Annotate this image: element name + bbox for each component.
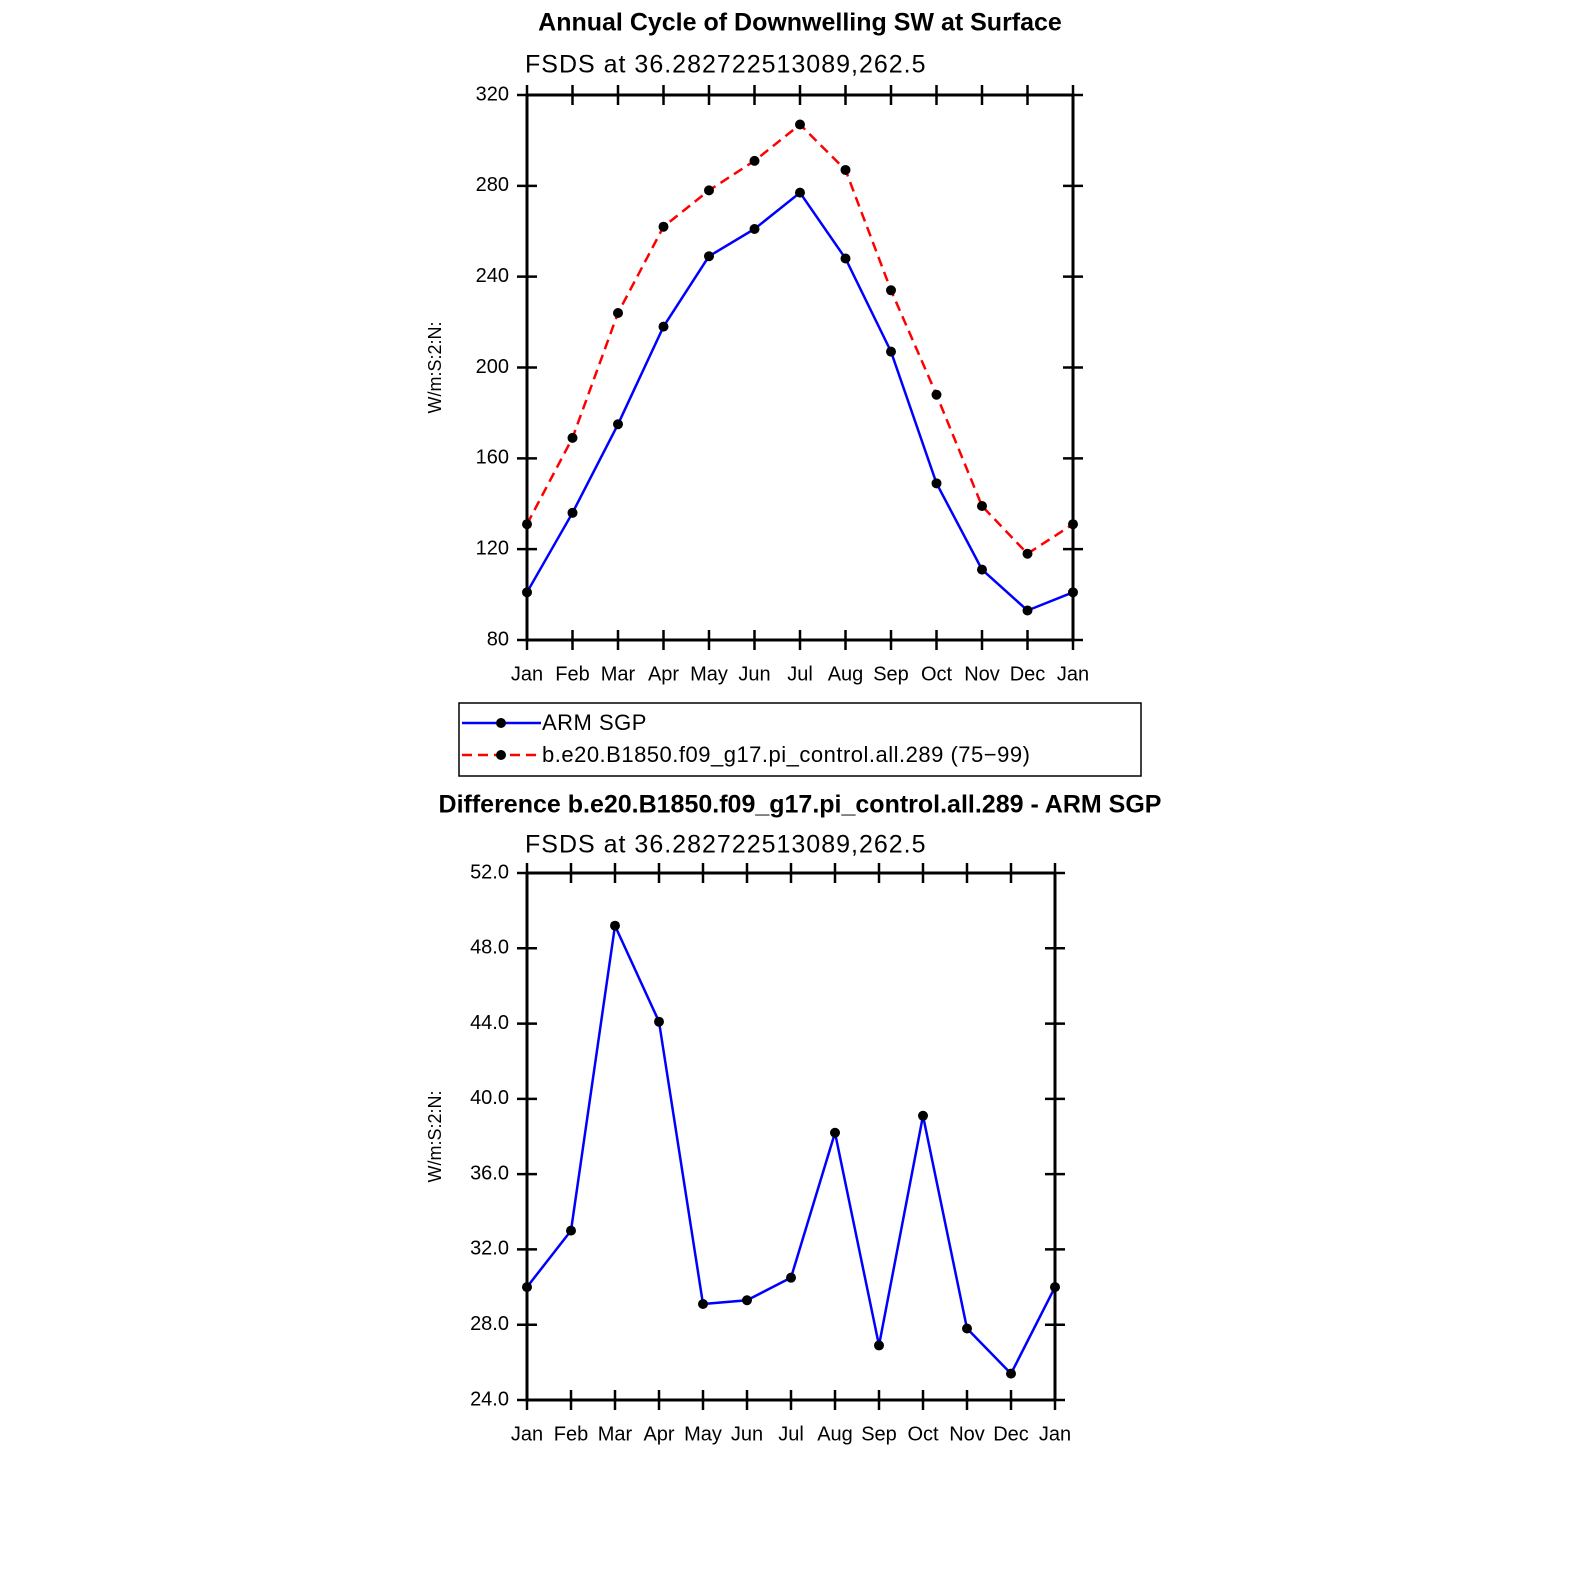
x-tick-label: May — [690, 663, 728, 685]
data-point — [874, 1340, 884, 1351]
y-axis-label: W/m:S:2:N: — [425, 321, 445, 413]
data-point — [1068, 519, 1078, 530]
chart-title: Annual Cycle of Downwelling SW at Surfac… — [538, 9, 1062, 37]
x-tick-label: Sep — [861, 1423, 897, 1445]
legend-label: ARM SGP — [542, 710, 647, 735]
x-tick-label: Oct — [921, 663, 953, 685]
data-point — [886, 285, 896, 296]
data-point — [522, 519, 532, 530]
x-tick-label: Jan — [511, 663, 543, 685]
data-point — [840, 253, 851, 264]
y-tick-label: 280 — [476, 174, 509, 196]
data-point — [1006, 1368, 1016, 1379]
y-tick-label: 28.0 — [470, 1313, 509, 1335]
x-tick-label: Feb — [554, 1423, 588, 1445]
y-tick-label: 320 — [476, 83, 509, 105]
data-point — [931, 389, 942, 400]
data-point — [795, 119, 805, 130]
data-point — [962, 1323, 972, 1334]
x-tick-label: Feb — [555, 663, 589, 685]
y-tick-label: 36.0 — [470, 1162, 509, 1184]
data-point — [613, 419, 623, 430]
x-tick-label: Mar — [598, 1423, 633, 1445]
x-tick-label: Jul — [778, 1423, 804, 1445]
data-point — [1022, 605, 1033, 616]
x-tick-label: Apr — [648, 663, 679, 685]
y-tick-label: 52.0 — [470, 861, 509, 883]
x-tick-label: May — [684, 1423, 722, 1445]
data-point — [658, 321, 669, 332]
data-point — [749, 223, 760, 234]
data-point — [1022, 548, 1033, 559]
x-tick-label: Jan — [1039, 1423, 1071, 1445]
chart-title: Difference b.e20.B1850.f09_g17.pi_contro… — [439, 791, 1162, 819]
y-tick-label: 32.0 — [470, 1238, 509, 1260]
data-point — [522, 1282, 532, 1293]
data-point — [977, 501, 987, 512]
x-tick-label: Jun — [731, 1423, 763, 1445]
data-point — [704, 251, 714, 262]
y-tick-label: 240 — [476, 265, 509, 287]
x-tick-label: Nov — [949, 1423, 985, 1445]
x-tick-label: Apr — [643, 1423, 674, 1445]
data-point — [840, 164, 851, 175]
legend-label: b.e20.B1850.f09_g17.pi_control.all.289 (… — [542, 742, 1030, 767]
data-point — [795, 187, 805, 198]
data-point — [977, 564, 987, 575]
x-tick-label: Jun — [738, 663, 770, 685]
data-point — [704, 185, 714, 196]
plot-frame — [525, 93, 1075, 642]
y-tick-label: 48.0 — [470, 937, 509, 959]
series-line — [526, 921, 1057, 1376]
data-point — [567, 432, 578, 443]
data-point — [658, 221, 669, 232]
x-tick-label: Jul — [787, 663, 813, 685]
data-point — [1068, 587, 1078, 598]
y-tick-label: 40.0 — [470, 1087, 509, 1109]
plot-frame — [525, 871, 1057, 1402]
chart-subtitle: FSDS at 36.282722513089,262.5 — [525, 831, 927, 859]
y-axis-label: W/m:S:2:N: — [425, 1090, 445, 1182]
data-point — [786, 1272, 796, 1283]
y-tick-label: 200 — [476, 356, 509, 378]
y-tick-label: 120 — [476, 537, 509, 559]
y-tick-label: 160 — [476, 447, 509, 469]
data-point — [931, 478, 942, 489]
legend-marker — [496, 718, 506, 728]
y-tick-label: 24.0 — [470, 1388, 509, 1410]
data-point — [610, 920, 620, 931]
x-tick-label: Jan — [1057, 663, 1089, 685]
data-point — [830, 1127, 840, 1138]
data-point — [918, 1110, 928, 1121]
data-point — [613, 308, 623, 318]
x-tick-label: Dec — [993, 1423, 1029, 1445]
x-tick-label: Jan — [511, 1423, 543, 1445]
data-point — [654, 1016, 664, 1027]
data-point — [749, 155, 760, 166]
x-tick-label: Aug — [817, 1423, 853, 1445]
data-point — [522, 587, 532, 598]
y-tick-label: 44.0 — [470, 1012, 509, 1034]
x-tick-label: Aug — [828, 663, 864, 685]
x-tick-label: Mar — [601, 663, 636, 685]
legend-box — [458, 702, 1142, 777]
series-line — [525, 190, 1074, 612]
data-point — [567, 507, 578, 518]
data-point — [1050, 1282, 1060, 1293]
x-tick-label: Oct — [907, 1423, 939, 1445]
x-tick-label: Dec — [1010, 663, 1046, 685]
data-point — [886, 346, 896, 357]
x-tick-label: Nov — [964, 663, 1000, 685]
x-tick-label: Sep — [873, 663, 909, 685]
data-point — [566, 1225, 576, 1236]
chart-subtitle: FSDS at 36.282722513089,262.5 — [525, 51, 927, 79]
data-point — [742, 1295, 752, 1306]
data-point — [698, 1299, 708, 1310]
legend-marker — [496, 750, 506, 760]
y-tick-label: 80 — [487, 628, 509, 650]
